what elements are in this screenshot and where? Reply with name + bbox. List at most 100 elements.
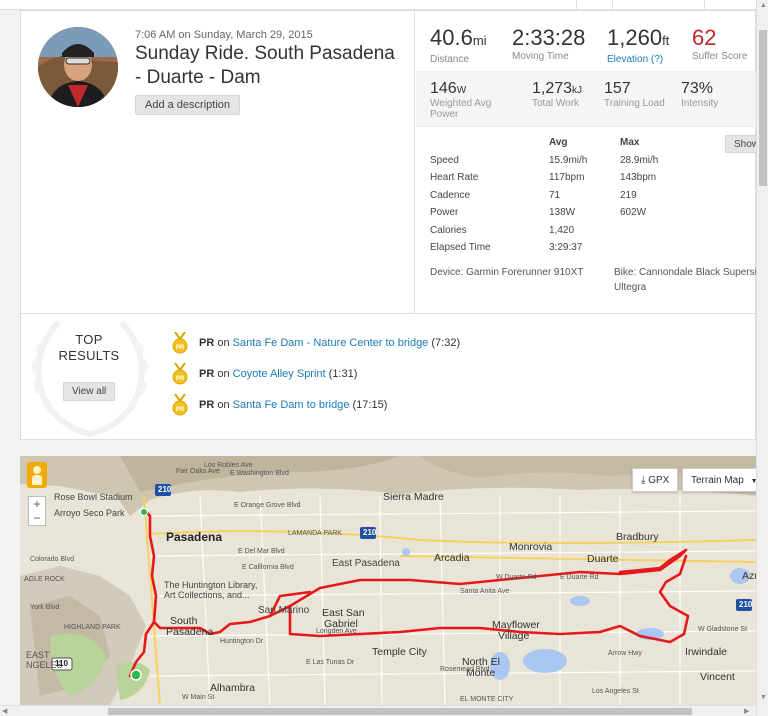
- training-load-value: 157: [604, 80, 631, 97]
- segment-link[interactable]: Santa Fe Dam to bridge: [232, 399, 350, 411]
- row-label: Elapsed Time: [430, 242, 491, 253]
- add-description-button[interactable]: Add a description: [135, 95, 240, 115]
- highway-110-label: 110: [55, 659, 68, 668]
- map-label: W Main St: [182, 694, 215, 701]
- horizontal-scrollbar[interactable]: ◀ ▶: [0, 705, 756, 716]
- horizontal-scrollbar-thumb[interactable]: [108, 708, 692, 715]
- row-avg: 117bpm: [549, 172, 585, 183]
- distance-unit: mi: [472, 33, 487, 48]
- map-label: Arroyo Seco Park: [54, 508, 125, 518]
- elevation-label-link[interactable]: Elevation (?): [607, 54, 664, 65]
- secondary-stats: 146W Weighted Avg Power 1,273kJ Total Wo…: [416, 71, 757, 127]
- map-label: W Duarte Rd: [496, 574, 537, 581]
- top-results-title: TOP RESULTS: [41, 332, 137, 364]
- zoom-in-button[interactable]: +: [33, 497, 41, 511]
- map-label: AGLE ROCK: [24, 576, 65, 583]
- map-label: North El: [462, 656, 500, 668]
- distance-label: Distance: [430, 54, 469, 65]
- svg-text:PR: PR: [176, 407, 185, 413]
- table-row: Elapsed Time 3:29:37: [430, 242, 750, 259]
- zoom-control: + −: [28, 496, 46, 526]
- table-row: Speed 15.9mi/h 28.9mi/h: [430, 155, 750, 172]
- row-max: 219: [620, 190, 637, 201]
- activity-timestamp: 7:06 AM on Sunday, March 29, 2015: [135, 29, 313, 41]
- map-label: Colorado Blvd: [30, 556, 74, 563]
- map-label: Rose Bowl Stadium: [54, 492, 133, 502]
- map-label: E Del Mar Blvd: [238, 548, 285, 555]
- segment-link[interactable]: Santa Fe Dam - Nature Center to bridge: [232, 337, 429, 349]
- map-label: The Huntington Library,: [164, 580, 258, 590]
- map-canvas[interactable]: [20, 456, 756, 705]
- scroll-right-arrow-icon[interactable]: ▶: [744, 708, 750, 715]
- avatar[interactable]: [38, 27, 118, 107]
- stat-moving-time: 2:33:28 Moving Time: [512, 25, 585, 62]
- row-max: 143bpm: [620, 172, 657, 183]
- activity-header: 7:06 AM on Sunday, March 29, 2015 Sunday…: [21, 11, 415, 313]
- total-work-label: Total Work: [532, 98, 580, 109]
- map-label: Los Robles Ave: [204, 462, 253, 469]
- map-label: Arcadia: [434, 552, 470, 564]
- activity-title[interactable]: Sunday Ride. South Pasadena - Duarte - D…: [135, 43, 395, 88]
- row-max: 602W: [620, 207, 647, 218]
- map-label: Pasadena: [166, 530, 223, 544]
- map-label: EAST: [26, 650, 50, 660]
- map-label: E Las Tunas Dr: [306, 659, 355, 666]
- scroll-up-arrow-icon[interactable]: ▲: [760, 2, 767, 9]
- elevation-value: 1,260: [607, 25, 663, 50]
- segment-link[interactable]: Coyote Alley Sprint: [232, 368, 326, 380]
- map-label: Rosemead Blvd: [440, 666, 490, 673]
- laurel-wreath-icon: [31, 321, 149, 437]
- top-results-section: TOP RESULTS View all PR PR on Santa Fe D…: [21, 313, 757, 441]
- map-label: Gabriel: [324, 618, 358, 630]
- moving-time-label: Moving Time: [512, 51, 569, 62]
- distance-value: 40.6: [430, 25, 473, 50]
- intensity-value: 73%: [681, 80, 714, 97]
- route-map[interactable]: Rose Bowl Stadium Arroyo Seco Park Pasad…: [20, 456, 756, 705]
- scroll-down-arrow-icon[interactable]: ▼: [760, 694, 767, 701]
- pr-result-text: PR on Santa Fe Dam - Nature Center to br…: [199, 337, 460, 349]
- scroll-left-arrow-icon[interactable]: ◀: [2, 708, 8, 715]
- row-avg: 15.9mi/h: [549, 155, 588, 166]
- gpx-download-button[interactable]: ⤓ GPX: [632, 468, 679, 492]
- bike-label[interactable]: Bike: Cannondale Black Supersix: [614, 267, 762, 278]
- row-avg: 3:29:37: [549, 242, 583, 253]
- map-label: LAMANDA PARK: [288, 530, 342, 537]
- bike-label-continued[interactable]: Ultegra: [614, 282, 647, 293]
- row-avg: 71: [549, 190, 561, 201]
- map-label: E California Blvd: [242, 564, 294, 571]
- map-label: Alhambra: [210, 682, 255, 694]
- pr-badge: PR: [199, 399, 215, 411]
- zoom-out-button[interactable]: −: [33, 511, 41, 525]
- map-label: HIGHLAND PARK: [64, 624, 121, 631]
- moving-time-value: 2:33:28: [512, 25, 586, 50]
- stat-suffer-score: 62 Suffer Score: [692, 25, 747, 62]
- map-label: Village: [498, 630, 530, 642]
- vertical-scrollbar-thumb[interactable]: [759, 30, 767, 186]
- pr-badge: PR: [199, 337, 215, 349]
- table-row: Power 138W 602W: [430, 207, 750, 224]
- vertical-scrollbar[interactable]: ▲ ▼: [756, 0, 768, 716]
- pr-badge: PR: [199, 368, 215, 380]
- map-label: Santa Anita Ave: [460, 588, 510, 595]
- view-all-button[interactable]: View all: [63, 382, 116, 401]
- pr-medal-icon: PR: [172, 394, 188, 416]
- show-more-button[interactable]: Show: [725, 135, 761, 153]
- map-type-select[interactable]: Terrain Map ▼: [682, 468, 756, 492]
- stat-elevation: 1,260ft Elevation (?): [607, 25, 669, 65]
- row-label: Heart Rate: [430, 172, 479, 183]
- pr-time: (7:32): [431, 337, 461, 349]
- pr-time: (17:15): [352, 399, 388, 411]
- stat-total-work: 1,273kJ Total Work: [532, 80, 582, 109]
- avg-header: Avg: [549, 137, 568, 148]
- map-label: Azu: [742, 570, 756, 582]
- pr-result-text: PR on Santa Fe Dam to bridge (17:15): [199, 399, 387, 411]
- svg-text:PR: PR: [176, 376, 185, 382]
- nav-divider: [612, 0, 613, 10]
- map-label: Vincent: [700, 671, 735, 683]
- elevation-unit: ft: [662, 33, 670, 48]
- map-label: San Marino: [258, 605, 310, 616]
- weighted-power-label: Weighted Avg Power: [430, 98, 492, 120]
- street-view-pegman-icon[interactable]: [27, 462, 47, 488]
- stat-weighted-power: 146W Weighted Avg Power: [430, 80, 510, 120]
